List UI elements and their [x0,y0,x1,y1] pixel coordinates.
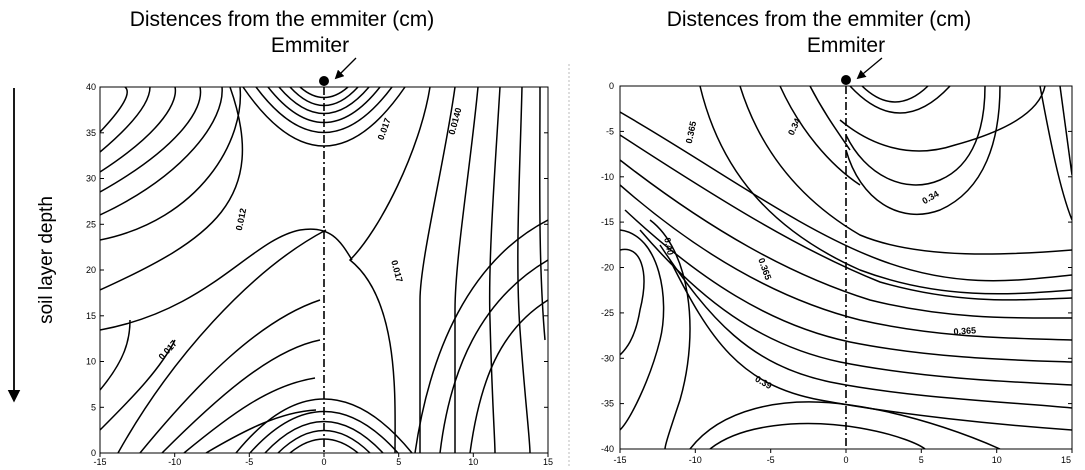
left-panel: -15 -10 -5 0 5 10 15 0 5 10 15 20 25 30 … [86,76,553,467]
right-y-ticks: 0 -5 -10 -15 -20 -25 -30 -35 -40 [601,81,614,454]
right-emitter-label: Emmiter [807,34,885,57]
right-x-tick: 0 [843,455,848,465]
right-contour-label: 0.40 [662,237,675,256]
left-y-tick: 25 [86,219,96,229]
right-contour-label: 0.365 [756,257,773,282]
left-isolines [100,87,548,453]
left-x-tick: -15 [93,457,106,467]
left-y-tick: 40 [86,82,96,92]
left-x-tick: 5 [396,457,401,467]
right-contour-label: 0.34 [786,117,802,137]
left-x-ticks: -15 -10 -5 0 5 10 15 [93,457,553,467]
right-y-tick: -35 [601,399,614,409]
left-y-tick: 5 [91,402,96,412]
left-x-tick: 15 [543,457,553,467]
right-x-tick: -10 [689,455,702,465]
left-y-ticks: 0 5 10 15 20 25 30 35 40 [86,82,96,458]
right-panel: -15 -10 -5 0 5 10 15 0 -5 -10 -15 -20 -2… [601,75,1073,465]
left-x-tick: -10 [168,457,181,467]
right-panel-title: Distences from the emmiter (cm) [667,8,972,31]
left-x-tick: 0 [321,457,326,467]
right-y-tick: -5 [606,126,614,136]
right-y-tick: 0 [609,81,614,91]
left-tick-marks [99,86,549,457]
y-axis-label: soil layer depth [36,196,57,324]
left-panel-title: Distences from the emmiter (cm) [130,8,435,31]
right-contour-label: 0.39 [753,374,773,391]
right-emitter-dot [841,75,851,85]
right-contour-label: 0.365 [684,120,698,144]
left-contour-label: 0.017 [389,259,404,283]
right-x-ticks: -15 -10 -5 0 5 10 15 [613,455,1071,465]
right-y-tick: -20 [601,263,614,273]
right-y-tick: -40 [601,444,614,454]
left-contour-label: 0.0140 [447,107,464,136]
left-x-tick: 10 [468,457,478,467]
left-x-tick: -5 [245,457,253,467]
left-y-tick: 15 [86,311,96,321]
right-x-tick: -5 [767,455,775,465]
left-contour-label: 0.017 [157,338,180,361]
right-tick-marks [619,85,1073,453]
right-contour-label: 0.34 [920,189,940,206]
left-y-tick: 10 [86,357,96,367]
right-contour-label: 0.365 [953,325,976,337]
left-y-tick: 0 [91,448,96,458]
right-y-tick: -30 [601,353,614,363]
right-y-tick: -10 [601,172,614,182]
left-y-tick: 30 [86,174,96,184]
right-y-tick: -15 [601,217,614,227]
left-emitter-arrow [334,57,357,80]
left-y-tick: 35 [86,128,96,138]
right-x-tick: 10 [992,455,1002,465]
right-x-tick: -15 [613,455,626,465]
right-x-tick: 15 [1061,455,1071,465]
right-y-tick: -25 [601,308,614,318]
left-emitter-dot [319,76,329,86]
left-contour-label: 0.012 [234,207,248,231]
left-emitter-label: Emmiter [271,34,349,57]
right-x-tick: 5 [919,455,924,465]
right-isolines [620,86,1072,449]
right-emitter-arrow [856,57,883,80]
left-y-tick: 20 [86,265,96,275]
